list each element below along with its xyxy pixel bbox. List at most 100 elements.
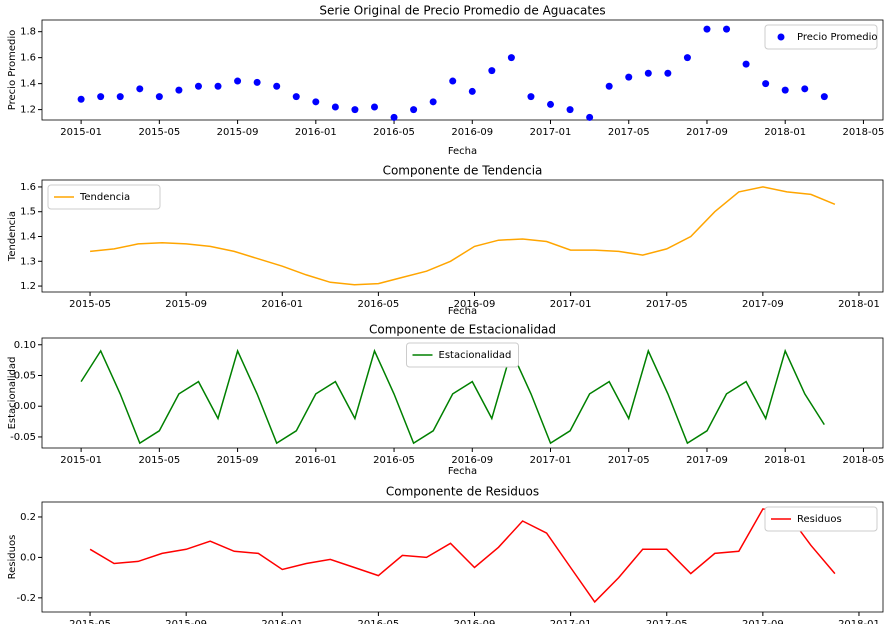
x-tick-label: 2017-09 [686, 455, 728, 466]
data-point [507, 54, 515, 62]
data-point [136, 85, 144, 93]
legend-label: Precio Promedio [797, 32, 877, 43]
data-point [234, 77, 242, 85]
x-tick-label: 2016-05 [358, 619, 400, 624]
x-axis-label: Fecha [448, 306, 477, 317]
data-point [97, 93, 105, 101]
series-line [80, 348, 825, 445]
legend-box [764, 506, 878, 532]
x-tick-label: 2015-01 [60, 455, 102, 466]
y-tick-label: 1.6 [20, 182, 36, 193]
y-tick-label: -0.2 [16, 593, 36, 604]
data-point [801, 85, 809, 93]
subplot-title: Componente de Residuos [386, 485, 539, 499]
legend-label: Estacionalidad [439, 350, 512, 361]
data-point [351, 106, 359, 114]
x-tick-label: 2015-09 [165, 619, 207, 624]
x-tick-label: 2016-09 [451, 127, 493, 138]
x-axis-label: Fecha [448, 146, 477, 157]
data-point [566, 106, 574, 114]
data-point [312, 98, 320, 106]
data-point [586, 113, 594, 121]
plot-frame [41, 337, 884, 449]
x-tick-label: 2017-01 [550, 299, 592, 310]
subplot: Componente de Estacionalidad Fecha Estacio… [7, 323, 884, 478]
plot-frame [41, 179, 884, 293]
data-point [370, 103, 378, 111]
data-point [683, 54, 691, 62]
legend-box [47, 184, 161, 210]
data-point [468, 87, 476, 95]
series-line [89, 508, 836, 604]
data-point [723, 25, 731, 33]
y-tick-label: 1.6 [20, 53, 36, 64]
x-tick-label: 2018-05 [843, 127, 885, 138]
y-tick-label: 0.05 [14, 370, 36, 381]
data-point [488, 67, 496, 75]
y-axis-label: Residuos [7, 535, 18, 580]
data-point [214, 82, 222, 90]
x-tick-label: 2015-09 [217, 455, 259, 466]
y-tick-label: 0.00 [14, 401, 36, 412]
x-tick-label: 2017-05 [646, 299, 688, 310]
x-tick-label: 2018-01 [764, 127, 806, 138]
y-tick-label: 1.4 [20, 79, 36, 90]
x-tick-label: 2017-05 [608, 455, 650, 466]
data-point [292, 93, 300, 101]
data-point [605, 82, 613, 90]
x-tick-label: 2018-01 [764, 455, 806, 466]
subplot: Serie Original de Precio Promedio de Agu… [7, 4, 884, 158]
plot-frame [41, 19, 884, 121]
data-point [664, 69, 672, 77]
y-axis-label: Estacionalidad [7, 357, 18, 430]
x-tick-label: 2015-01 [60, 127, 102, 138]
data-point [194, 82, 202, 90]
x-tick-label: 2017-01 [530, 455, 572, 466]
y-tick-label: 1.8 [20, 27, 36, 38]
data-point [781, 86, 789, 94]
x-tick-label: 2015-09 [217, 127, 259, 138]
data-point [273, 82, 281, 90]
x-tick-label: 2016-01 [295, 127, 337, 138]
legend-box [764, 24, 878, 50]
data-point [390, 113, 398, 121]
legend-box [406, 342, 519, 368]
x-tick-label: 2017-01 [550, 619, 592, 624]
data-point [331, 103, 339, 111]
subplot-title: Componente de Tendencia [383, 164, 543, 178]
x-tick-label: 2016-05 [373, 127, 415, 138]
data-point [253, 78, 261, 86]
legend-swatch [777, 33, 785, 41]
data-point [449, 77, 457, 85]
data-point [742, 60, 750, 68]
x-tick-label: 2017-01 [530, 127, 572, 138]
y-tick-label: 0.0 [20, 552, 36, 563]
y-axis-label: Precio Promedio [7, 30, 18, 110]
data-point [762, 80, 770, 88]
x-tick-label: 2016-09 [454, 619, 496, 624]
x-tick-label: 2018-01 [838, 299, 880, 310]
data-point [116, 93, 124, 101]
x-tick-label: 2017-05 [608, 127, 650, 138]
y-axis-label: Tendencia [7, 211, 18, 262]
x-tick-label: 2016-01 [261, 299, 303, 310]
x-tick-label: 2017-09 [742, 619, 784, 624]
data-point [644, 69, 652, 77]
x-axis-label: Fecha [448, 466, 477, 477]
x-tick-label: 2016-01 [261, 619, 303, 624]
subplot: Componente de Residuos Residuos 2015-05 201… [7, 485, 884, 624]
data-point [527, 93, 535, 101]
y-tick-label: 1.4 [20, 231, 36, 242]
y-tick-label: 1.2 [20, 105, 36, 116]
x-tick-label: 2017-05 [646, 619, 688, 624]
x-tick-label: 2015-05 [69, 619, 111, 624]
y-tick-label: 1.5 [20, 207, 36, 218]
data-point [77, 95, 85, 103]
series-line [90, 186, 836, 286]
x-tick-label: 2017-09 [742, 299, 784, 310]
legend-label: Tendencia [79, 192, 130, 203]
x-tick-label: 2016-01 [295, 455, 337, 466]
y-tick-label: 0.10 [14, 340, 36, 351]
x-tick-label: 2016-09 [451, 455, 493, 466]
